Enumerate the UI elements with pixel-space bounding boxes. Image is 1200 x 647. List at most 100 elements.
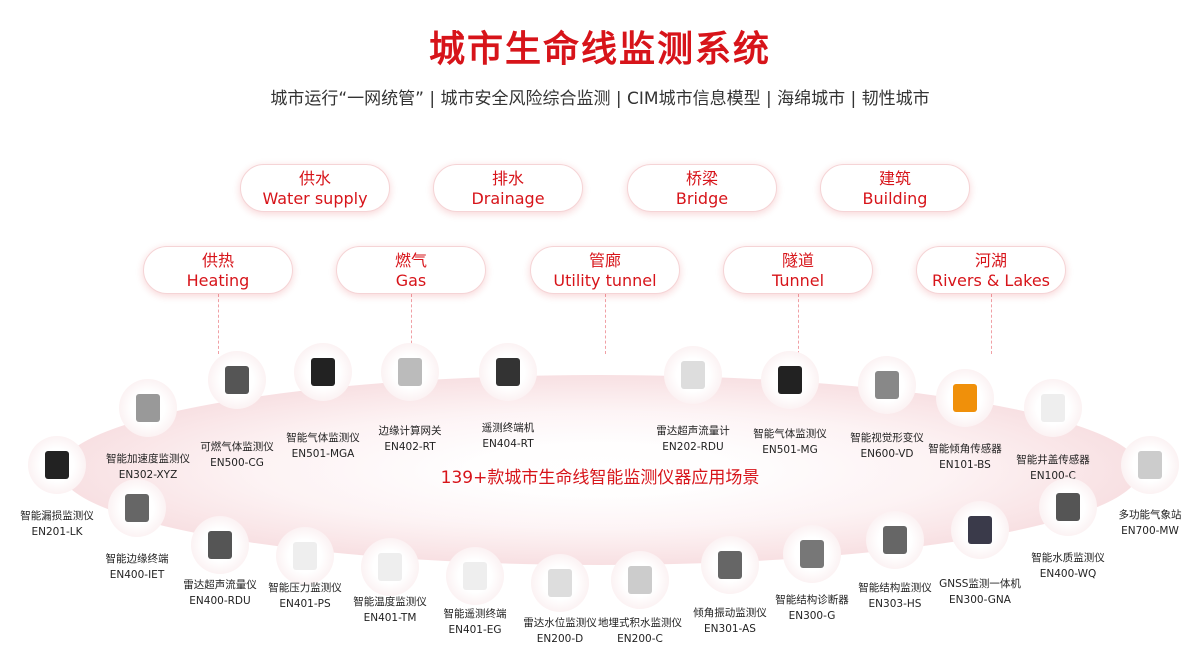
product-image[interactable] [294, 343, 352, 401]
category-en: Drainage [471, 189, 545, 208]
product-name[interactable]: 遥测终端机 [481, 422, 535, 434]
product-name[interactable]: 边缘计算网关 [378, 425, 442, 437]
device-icon [208, 531, 232, 559]
product-image[interactable] [276, 527, 334, 585]
category-cn: 建筑 [878, 169, 911, 188]
product-name[interactable]: 倾角振动监测仪 [693, 607, 767, 619]
product-image[interactable] [611, 551, 669, 609]
category-cn: 排水 [491, 169, 524, 188]
product-image[interactable] [446, 547, 504, 605]
category-pill[interactable]: 管廊 Utility tunnel [530, 246, 680, 294]
device-icon [311, 358, 335, 386]
product-image[interactable] [28, 436, 86, 494]
product-image[interactable] [361, 538, 419, 596]
product-name[interactable]: 智能压力监测仪 [268, 582, 342, 594]
device-icon [1041, 394, 1065, 422]
product-image[interactable] [701, 536, 759, 594]
device-icon [136, 394, 160, 422]
product-image[interactable] [761, 351, 819, 409]
product-name[interactable]: 智能结构监测仪 [858, 582, 932, 594]
category-pill[interactable]: 供热 Heating [143, 246, 293, 294]
device-icon [968, 516, 992, 544]
product-name[interactable]: 智能倾角传感器 [928, 443, 1002, 455]
category-en: Utility tunnel [553, 271, 657, 290]
product-model: EN101-BS [939, 459, 991, 471]
category-cn: 燃气 [394, 251, 427, 270]
product-image[interactable] [1024, 379, 1082, 437]
category-pill[interactable]: 桥梁 Bridge [627, 164, 777, 212]
product-image[interactable] [858, 356, 916, 414]
product-model: EN400-IET [109, 569, 165, 581]
product-name[interactable]: 智能边缘终端 [105, 553, 169, 565]
connector-line [218, 294, 219, 354]
product-name[interactable]: 智能气体监测仪 [286, 432, 360, 444]
product-image[interactable] [1121, 436, 1179, 494]
product-model: EN404-RT [482, 438, 534, 450]
product-image[interactable] [664, 346, 722, 404]
product-name[interactable]: 雷达超声流量计 [656, 425, 730, 437]
product-name[interactable]: 智能温度监测仪 [353, 596, 427, 608]
center-text: 139+款城市生命线智能监测仪器应用场景 [440, 468, 760, 488]
product-name[interactable]: 智能水质监测仪 [1031, 552, 1105, 564]
product-name[interactable]: 雷达水位监测仪 [523, 617, 597, 629]
device-icon [883, 526, 907, 554]
product-image[interactable] [531, 554, 589, 612]
connector-line [991, 294, 992, 354]
product-image[interactable] [381, 343, 439, 401]
category-en: Bridge [675, 189, 729, 208]
category-cn: 河湖 [974, 251, 1007, 270]
product-name[interactable]: 地埋式积水监测仪 [598, 617, 682, 629]
product-name[interactable]: 智能遥测终端 [443, 608, 507, 620]
product-name[interactable]: 智能气体监测仪 [753, 428, 827, 440]
product-name[interactable]: 智能漏损监测仪 [20, 510, 94, 522]
device-icon [1138, 451, 1162, 479]
product-name[interactable]: 多功能气象站 [1118, 509, 1182, 521]
product-model: EN302-XYZ [118, 469, 178, 481]
product-model: EN300-GNA [949, 594, 1011, 606]
category-en: Building [862, 189, 928, 208]
category-en: Water supply [262, 189, 368, 208]
category-cn: 管廊 [588, 251, 621, 270]
category-en: Heating [186, 271, 250, 290]
product-image[interactable] [951, 501, 1009, 559]
product-model: EN501-MG [762, 444, 818, 456]
connector-line [605, 294, 606, 354]
product-name[interactable]: 智能视觉形变仪 [850, 432, 924, 444]
product-model: EN401-PS [279, 598, 331, 610]
product-image[interactable] [108, 479, 166, 537]
product-model: EN300-G [788, 610, 836, 622]
category-pill[interactable]: 河湖 Rivers & Lakes [916, 246, 1066, 294]
product-image[interactable] [479, 343, 537, 401]
category-cn: 供水 [298, 169, 331, 188]
product-model: EN600-VD [860, 448, 914, 460]
product-name[interactable]: 雷达超声流量仪 [183, 579, 257, 591]
product-name[interactable]: GNSS监测一体机 [939, 578, 1021, 590]
product-model: EN402-RT [384, 441, 436, 453]
subtitle: 城市运行“一网统管” | 城市安全风险综合监测 | CIM城市信息模型 | 海绵… [270, 89, 930, 109]
product-image[interactable] [119, 379, 177, 437]
category-pill[interactable]: 隧道 Tunnel [723, 246, 873, 294]
product-name[interactable]: 智能结构诊断器 [775, 594, 849, 606]
product-image[interactable] [783, 525, 841, 583]
category-cn: 供热 [201, 251, 234, 270]
product-model: EN301-AS [704, 623, 756, 635]
category-pill[interactable]: 排水 Drainage [433, 164, 583, 212]
product-name[interactable]: 智能加速度监测仪 [106, 453, 190, 465]
product-image[interactable] [191, 516, 249, 574]
device-icon [875, 371, 899, 399]
product-image[interactable] [936, 369, 994, 427]
category-pill[interactable]: 燃气 Gas [336, 246, 486, 294]
product-model: EN303-HS [868, 598, 922, 610]
device-icon [496, 358, 520, 386]
product-name[interactable]: 可燃气体监测仪 [200, 441, 274, 453]
category-pill[interactable]: 建筑 Building [820, 164, 970, 212]
product-name[interactable]: 智能井盖传感器 [1016, 454, 1090, 466]
product-image[interactable] [1039, 478, 1097, 536]
product-model: EN401-TM [363, 612, 417, 624]
product-image[interactable] [208, 351, 266, 409]
product-image[interactable] [866, 511, 924, 569]
product-model: EN401-EG [448, 624, 502, 636]
category-pill[interactable]: 供水 Water supply [240, 164, 390, 212]
product-model: EN500-CG [210, 457, 264, 469]
product-model: EN400-RDU [189, 595, 251, 607]
